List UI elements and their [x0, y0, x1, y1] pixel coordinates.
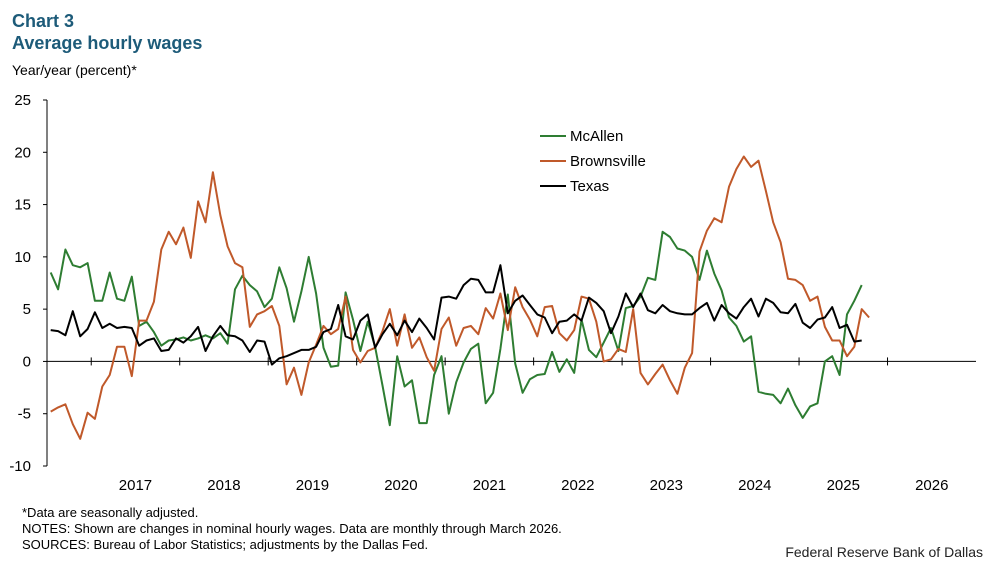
footnote-notes: NOTES: Shown are changes in nominal hour…: [22, 521, 562, 536]
x-tick-label: 2021: [473, 477, 506, 494]
y-tick-label: 10: [14, 249, 31, 266]
x-tick-label: 2023: [650, 477, 683, 494]
y-tick-label: 25: [14, 92, 31, 109]
series-line-texas: [50, 264, 862, 366]
x-tick-label: 2017: [119, 477, 152, 494]
y-tick-label: 15: [14, 197, 31, 214]
series-line-brownsville: [50, 155, 870, 440]
chart-title: Average hourly wages: [12, 33, 203, 53]
y-axis: -10 -5 0 5 10 15 20 25: [9, 92, 48, 475]
series-line-mcallen: [49, 230, 863, 427]
chart-number: Chart 3: [12, 11, 75, 31]
legend: McAllen Brownsville Texas: [540, 128, 646, 195]
x-tick-label: 2022: [561, 477, 594, 494]
x-tick-label: 2018: [207, 477, 240, 494]
chart-title-block: Chart 3 Average hourly wages: [12, 10, 202, 54]
x-tick-label: 2025: [827, 477, 860, 494]
legend-label-texas: Texas: [570, 178, 609, 195]
footnotes: *Data are seasonally adjusted. NOTES: Sh…: [22, 505, 562, 553]
x-tick-label: 2020: [384, 477, 417, 494]
y-axis-label: Year/year (percent)*: [12, 62, 137, 78]
source-credit: Federal Reserve Bank of Dallas: [785, 544, 983, 560]
footnote-seasonal: *Data are seasonally adjusted.: [22, 505, 199, 520]
x-tick-label: 2024: [738, 477, 771, 494]
legend-label-brownsville: Brownsville: [570, 153, 646, 170]
series-lines: [49, 155, 870, 440]
x-axis: 2017 2018 2019 2020 2021 2022 2023 2024 2025 2026: [47, 357, 976, 494]
y-tick-label: 5: [23, 301, 31, 318]
y-tick-label: -5: [18, 406, 31, 423]
y-tick-label: 20: [14, 144, 31, 161]
legend-label-mcallen: McAllen: [570, 128, 623, 145]
x-tick-label: 2026: [915, 477, 948, 494]
y-tick-label: -10: [9, 458, 31, 475]
x-tick-label: 2019: [296, 477, 329, 494]
footnote-sources: SOURCES: Bureau of Labor Statistics; adj…: [22, 537, 429, 552]
y-tick-label: 0: [23, 353, 31, 370]
